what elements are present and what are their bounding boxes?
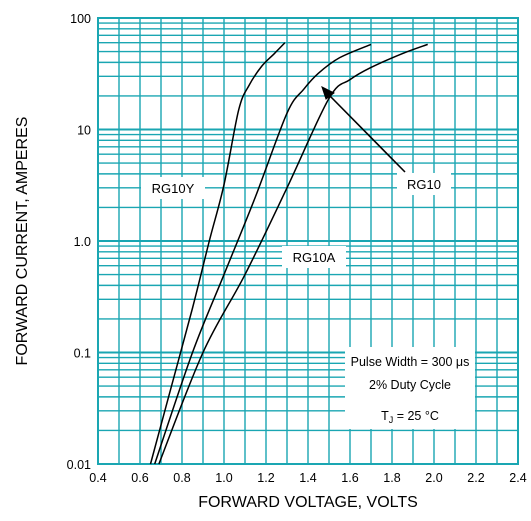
plot-frame — [97, 17, 519, 465]
x-tick-label: 1.6 — [341, 471, 358, 485]
label-rg10: RG10 — [397, 173, 451, 195]
x-tick-label: 1.8 — [383, 471, 400, 485]
x-axis-label: FORWARD VOLTAGE, VOLTS — [198, 494, 418, 511]
series-rg10a-line — [158, 43, 428, 465]
x-tick-label: 0.4 — [89, 471, 106, 485]
x-tick-label: 2.4 — [509, 471, 526, 485]
y-tick-label: 0.1 — [74, 347, 91, 361]
x-tick-label: 1.2 — [257, 471, 274, 485]
x-tick-label: 0.8 — [173, 471, 190, 485]
label-rg10y-text: RG10Y — [152, 181, 195, 196]
duty-cycle-text: 2% Duty Cycle — [369, 378, 451, 392]
rg10-arrow — [321, 86, 406, 173]
x-tick-label: 1.4 — [299, 471, 316, 485]
series-rg10y-line — [149, 42, 286, 465]
label-rg10-text: RG10 — [407, 177, 441, 192]
y-axis-label: FORWARD CURRENT, AMPERES — [14, 117, 31, 366]
x-tick-label: 2.2 — [467, 471, 484, 485]
series-rg10-line — [153, 43, 372, 465]
y-tick-label: 100 — [70, 12, 91, 26]
x-tick-labels: 0.4 0.6 0.8 1.0 1.2 1.4 1.6 1.8 2.0 2.2 2.4 — [89, 471, 526, 485]
series-layer — [149, 42, 428, 465]
y-tick-label: 0.01 — [67, 458, 91, 472]
label-rg10y: RG10Y — [141, 177, 205, 199]
y-tick-labels: 0.01 0.1 1.0 10 100 — [67, 12, 91, 472]
y-tick-label: 1.0 — [74, 235, 91, 249]
x-tick-label: 1.0 — [215, 471, 232, 485]
conditions-box: Pulse Width = 300 μs 2% Duty Cycle TJ = … — [345, 347, 475, 429]
x-tick-label: 0.6 — [131, 471, 148, 485]
y-tick-label: 10 — [77, 124, 91, 138]
pulse-width-text: Pulse Width = 300 μs — [351, 355, 470, 369]
label-rg10a: RG10A — [282, 246, 346, 268]
tj-text: TJ = 25 °C — [381, 409, 439, 425]
x-tick-label: 2.0 — [425, 471, 442, 485]
label-rg10a-text: RG10A — [293, 250, 336, 265]
